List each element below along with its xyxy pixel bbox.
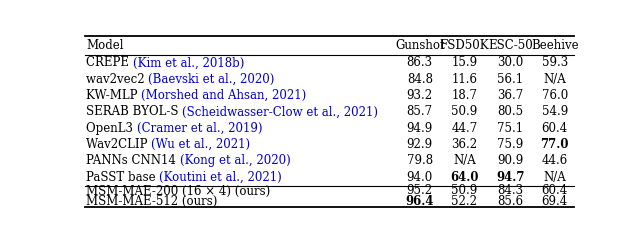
Text: 94.9: 94.9 (406, 122, 433, 135)
Text: 50.9: 50.9 (451, 185, 477, 198)
Text: 60.4: 60.4 (541, 185, 568, 198)
Text: 94.0: 94.0 (406, 171, 433, 184)
Text: 84.3: 84.3 (497, 185, 524, 198)
Text: (Baevski et al., 2020): (Baevski et al., 2020) (148, 73, 275, 86)
Text: Beehive: Beehive (531, 39, 579, 52)
Text: (Scheidwasser-Clow et al., 2021): (Scheidwasser-Clow et al., 2021) (182, 105, 378, 118)
Text: 69.4: 69.4 (541, 195, 568, 208)
Text: 94.7: 94.7 (496, 171, 525, 184)
Text: MSM-MAE-512 (ours): MSM-MAE-512 (ours) (86, 195, 218, 208)
Text: 80.5: 80.5 (497, 105, 524, 118)
Text: 90.9: 90.9 (497, 155, 524, 168)
Text: 86.3: 86.3 (406, 56, 433, 69)
Text: 64.0: 64.0 (450, 171, 479, 184)
Text: ESC-50: ESC-50 (488, 39, 533, 52)
Text: (Cramer et al., 2019): (Cramer et al., 2019) (137, 122, 262, 135)
Text: 75.1: 75.1 (497, 122, 524, 135)
Text: N/A: N/A (453, 155, 476, 168)
Text: 77.0: 77.0 (540, 138, 569, 151)
Text: (Kong et al., 2020): (Kong et al., 2020) (180, 155, 291, 168)
Text: 84.8: 84.8 (407, 73, 433, 86)
Text: (Kim et al., 2018b): (Kim et al., 2018b) (132, 56, 244, 69)
Text: 56.1: 56.1 (497, 73, 524, 86)
Text: 18.7: 18.7 (451, 89, 477, 102)
Text: Wav2CLIP: Wav2CLIP (86, 138, 151, 151)
Text: Gunshot: Gunshot (395, 39, 445, 52)
Text: 52.2: 52.2 (451, 195, 477, 208)
Text: Model: Model (86, 39, 124, 52)
Text: PANNs CNN14: PANNs CNN14 (86, 155, 180, 168)
Text: 59.3: 59.3 (541, 56, 568, 69)
Text: 15.9: 15.9 (451, 56, 477, 69)
Text: 50.9: 50.9 (451, 105, 477, 118)
Text: SERAB BYOL-S: SERAB BYOL-S (86, 105, 182, 118)
Text: 79.8: 79.8 (406, 155, 433, 168)
Text: 30.0: 30.0 (497, 56, 524, 69)
Text: 92.9: 92.9 (406, 138, 433, 151)
Text: 75.9: 75.9 (497, 138, 524, 151)
Text: 54.9: 54.9 (541, 105, 568, 118)
Text: KW-MLP: KW-MLP (86, 89, 141, 102)
Text: PaSST base: PaSST base (86, 171, 159, 184)
Text: 93.2: 93.2 (406, 89, 433, 102)
Text: 44.7: 44.7 (451, 122, 477, 135)
Text: CREPE: CREPE (86, 56, 132, 69)
Text: 36.2: 36.2 (451, 138, 477, 151)
Text: 95.2: 95.2 (406, 185, 433, 198)
Text: MSM-MAE-200 (16 × 4) (ours): MSM-MAE-200 (16 × 4) (ours) (86, 185, 270, 198)
Text: FSD50K: FSD50K (440, 39, 489, 52)
Text: N/A: N/A (543, 73, 566, 86)
Text: 60.4: 60.4 (541, 122, 568, 135)
Text: (Koutini et al., 2021): (Koutini et al., 2021) (159, 171, 282, 184)
Text: wav2vec2: wav2vec2 (86, 73, 148, 86)
Text: N/A: N/A (543, 171, 566, 184)
Text: (Wu et al., 2021): (Wu et al., 2021) (151, 138, 250, 151)
Text: 96.4: 96.4 (406, 195, 434, 208)
Text: 76.0: 76.0 (541, 89, 568, 102)
Text: (Morshed and Ahsan, 2021): (Morshed and Ahsan, 2021) (141, 89, 307, 102)
Text: 44.6: 44.6 (541, 155, 568, 168)
Text: 36.7: 36.7 (497, 89, 524, 102)
Text: 85.6: 85.6 (497, 195, 524, 208)
Text: 11.6: 11.6 (451, 73, 477, 86)
Text: 85.7: 85.7 (406, 105, 433, 118)
Text: OpenL3: OpenL3 (86, 122, 137, 135)
